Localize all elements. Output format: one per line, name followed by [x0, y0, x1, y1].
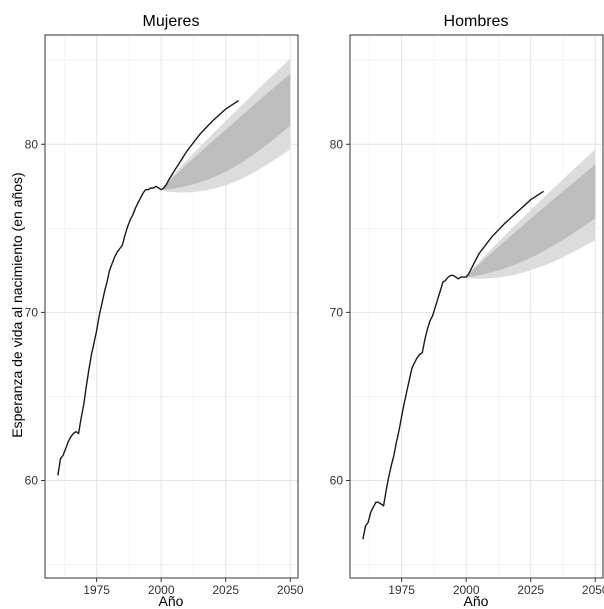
x-axis-title-hombres: Año — [464, 593, 489, 609]
y-tick-label: 60 — [25, 473, 39, 487]
y-axis-title: Esperanza de vida al nacimiento (en años… — [9, 172, 25, 437]
x-tick-label: 2050 — [277, 583, 304, 597]
y-tick-label: 60 — [330, 473, 344, 487]
panel-title-mujeres: Mujeres — [143, 13, 200, 30]
y-tick-label: 70 — [330, 305, 344, 319]
panel-title-hombres: Hombres — [444, 13, 509, 30]
y-tick-label: 80 — [25, 137, 39, 151]
forecast-band-inner — [466, 164, 596, 278]
x-tick-label: 2025 — [212, 583, 239, 597]
panel-hombres: Hombres 1975 2000 2025 2050 60 70 80 — [330, 13, 604, 597]
series-line — [362, 190, 544, 540]
forecast-band-outer — [466, 149, 596, 279]
x-tick-label: 2000 — [453, 583, 480, 597]
plot-area-mujeres: 1975 2000 2025 2050 60 70 80 — [25, 34, 304, 597]
y-tick-label: 70 — [25, 305, 39, 319]
forecast-band-inner — [161, 73, 291, 190]
x-tick-label: 1975 — [83, 583, 110, 597]
y-tick-label: 80 — [330, 137, 344, 151]
panel-border — [349, 34, 604, 579]
x-tick-label: 2050 — [582, 583, 604, 597]
x-axis-title-mujeres: Año — [159, 593, 184, 609]
plot-area-hombres: 1975 2000 2025 2050 60 70 80 — [330, 34, 604, 597]
series-line — [57, 100, 239, 476]
panel-mujeres: Mujeres 1975 2000 2025 2050 60 70 80 — [25, 13, 304, 597]
panel-border — [44, 34, 299, 579]
x-tick-label: 1975 — [388, 583, 415, 597]
x-tick-label: 2025 — [517, 583, 544, 597]
x-tick-label: 2000 — [148, 583, 175, 597]
